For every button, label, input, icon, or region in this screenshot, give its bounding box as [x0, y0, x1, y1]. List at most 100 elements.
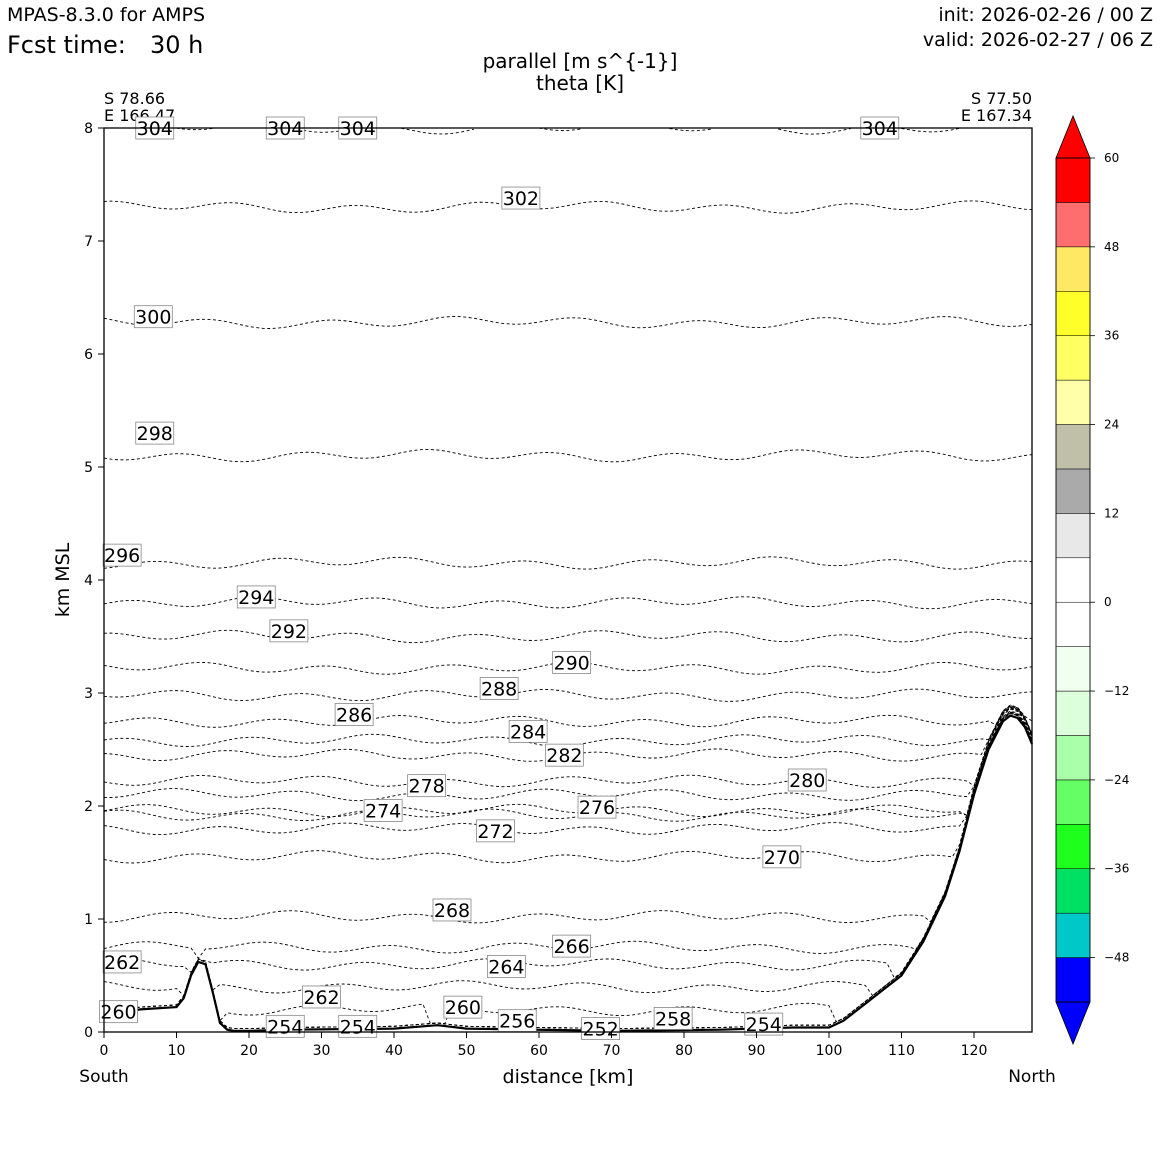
y-tick: 0 — [84, 1025, 104, 1041]
contour-label: 282 — [544, 743, 584, 767]
svg-text:256: 256 — [499, 1011, 535, 1033]
svg-text:294: 294 — [238, 587, 274, 609]
contour-label: 274 — [363, 799, 403, 823]
left-endpoint-lat: S 78.66 — [104, 89, 166, 108]
colorbar-segment — [1055, 957, 1091, 1003]
contour-label: 304 — [338, 116, 378, 140]
contour-label: 262 — [102, 950, 142, 974]
colorbar-segment — [1055, 779, 1091, 825]
contour-label: 264 — [486, 955, 526, 978]
y-tick: 4 — [84, 573, 104, 589]
colorbar-tick: 36 — [1090, 329, 1119, 343]
theta-contour — [103, 200, 1033, 214]
valid-time: valid: 2026-02-27 / 06 Z — [922, 29, 1153, 51]
colorbar-tick: 24 — [1090, 418, 1119, 432]
contour-label: 296 — [102, 543, 142, 567]
contour-label: 294 — [236, 585, 276, 609]
plot-title-line2: theta [K] — [536, 71, 624, 95]
theta-contours — [103, 127, 1033, 1030]
svg-text:266: 266 — [553, 936, 589, 958]
svg-text:280: 280 — [789, 770, 825, 792]
theta-contour — [103, 712, 1033, 1030]
y-tick: 1 — [84, 912, 104, 928]
svg-text:30: 30 — [313, 1043, 331, 1059]
svg-text:110: 110 — [888, 1043, 915, 1059]
x-tick: 100 — [816, 1032, 842, 1059]
svg-text:0: 0 — [1104, 595, 1112, 609]
colorbar-tick: −48 — [1090, 951, 1129, 965]
svg-text:4: 4 — [84, 573, 93, 589]
contour-label: 300 — [133, 305, 173, 329]
y-tick: 7 — [84, 234, 104, 250]
theta-contour — [103, 705, 1033, 747]
colorbar-segment — [1055, 824, 1091, 869]
colorbar-tick: −12 — [1090, 684, 1129, 698]
y-tick: 6 — [84, 347, 104, 363]
theta-contour — [103, 711, 1033, 979]
y-tick: 8 — [84, 121, 104, 137]
contour-label: 254 — [338, 1014, 378, 1038]
theta-contour — [103, 707, 1033, 836]
x-tick: 70 — [603, 1032, 620, 1059]
colorbar-frame — [1055, 157, 1091, 1003]
svg-text:10: 10 — [168, 1043, 186, 1059]
colorbar-segment — [1055, 246, 1091, 292]
theta-contour — [103, 706, 1033, 802]
svg-text:−48: −48 — [1104, 951, 1129, 965]
svg-text:80: 80 — [675, 1043, 693, 1059]
colorbar-segment — [1055, 646, 1091, 692]
svg-text:0: 0 — [100, 1043, 109, 1059]
colorbar-tick: 60 — [1090, 151, 1119, 165]
theta-contour — [103, 316, 1033, 329]
svg-text:268: 268 — [434, 900, 470, 922]
contour-label: 256 — [497, 1009, 537, 1033]
svg-text:7: 7 — [84, 234, 93, 250]
colorbar-tick: −24 — [1090, 773, 1129, 787]
forecast-time-label: Fcst time: — [7, 31, 126, 59]
x-tick: 60 — [530, 1032, 548, 1059]
colorbar-segment — [1055, 601, 1091, 647]
colorbar-segment — [1055, 335, 1091, 381]
svg-text:−24: −24 — [1104, 773, 1129, 787]
y-axis-label: km MSL — [52, 542, 74, 617]
contour-labels: 304 304 304 304 302 300 298 296 294 292 290 288 286 2… — [99, 116, 900, 1041]
north-label: North — [1008, 1067, 1056, 1087]
x-tick: 0 — [100, 1032, 109, 1059]
contour-label: 260 — [443, 995, 483, 1019]
contour-label: 276 — [577, 795, 617, 819]
contour-label: 254 — [265, 1014, 305, 1038]
svg-text:258: 258 — [655, 1008, 691, 1030]
svg-text:296: 296 — [104, 545, 140, 567]
terrain-line — [103, 714, 1034, 1033]
svg-text:60: 60 — [1104, 151, 1119, 165]
theta-contour — [103, 710, 1033, 924]
theta-contour — [103, 704, 1033, 728]
south-label: South — [79, 1067, 128, 1087]
svg-text:304: 304 — [340, 118, 376, 140]
svg-text:254: 254 — [746, 1014, 782, 1036]
theta-contour — [176, 127, 960, 135]
plot-frame — [103, 127, 1033, 1033]
colorbar-segment — [1055, 690, 1091, 736]
svg-text:3: 3 — [84, 686, 93, 702]
colorbar-segment — [1055, 291, 1091, 336]
theta-contour — [103, 449, 1033, 463]
x-axis-ticks: 0 10 20 30 40 50 60 70 80 90 100 110 120 — [100, 1032, 987, 1059]
init-time: init: 2026-02-26 / 00 Z — [938, 4, 1153, 26]
svg-text:254: 254 — [267, 1016, 303, 1038]
svg-text:304: 304 — [862, 118, 898, 140]
svg-text:292: 292 — [271, 621, 307, 643]
colorbar-tick: 12 — [1090, 506, 1119, 520]
svg-text:270: 270 — [764, 847, 800, 869]
y-tick: 2 — [84, 799, 104, 815]
svg-text:298: 298 — [137, 423, 173, 445]
svg-text:50: 50 — [458, 1043, 476, 1059]
contour-label: 262 — [302, 985, 341, 1009]
theta-contour — [103, 707, 1033, 822]
colorbar-segment — [1055, 202, 1091, 248]
colorbar-under-arrow — [1055, 1001, 1091, 1046]
colorbar-over-arrow — [1055, 114, 1091, 159]
colorbar-segment — [1055, 424, 1091, 470]
svg-text:0: 0 — [84, 1025, 93, 1041]
svg-text:254: 254 — [340, 1016, 376, 1038]
